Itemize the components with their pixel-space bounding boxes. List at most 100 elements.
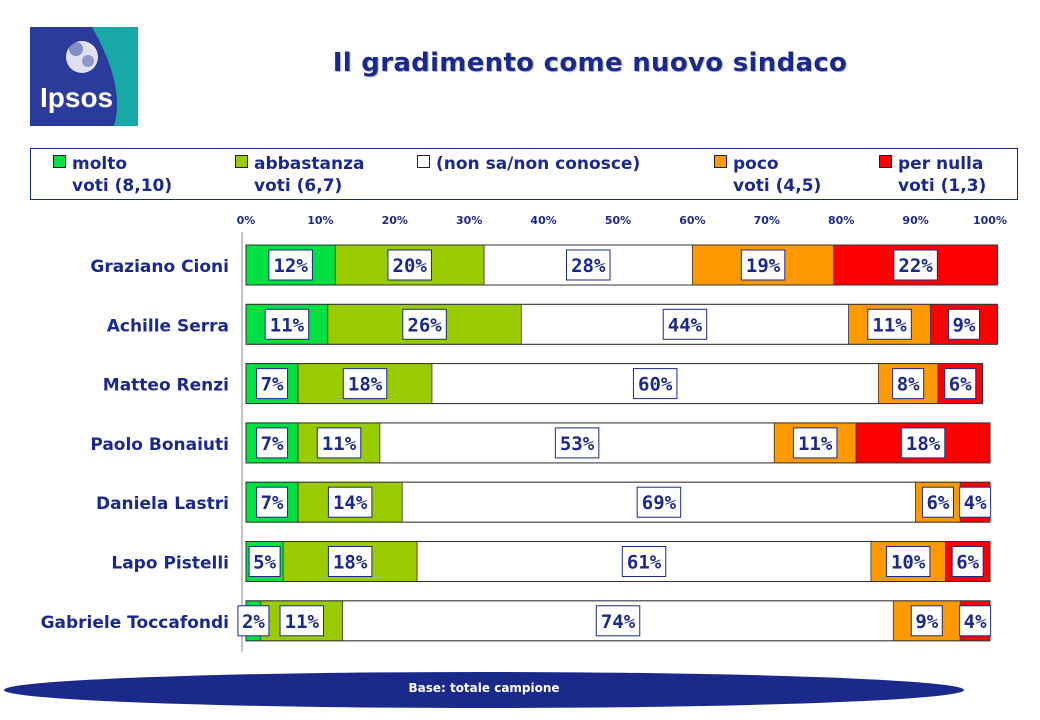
x-tick-label: 100% bbox=[973, 214, 1007, 227]
data-label-box bbox=[565, 249, 611, 281]
data-label: 11% bbox=[798, 433, 833, 455]
data-label-box bbox=[959, 486, 992, 518]
legend-swatch-abbastanza bbox=[235, 155, 248, 168]
data-label: 7% bbox=[261, 492, 284, 514]
legend-label-molto: molto bbox=[72, 154, 128, 174]
x-tick-label: 10% bbox=[307, 214, 333, 227]
data-label: 11% bbox=[322, 433, 357, 455]
data-label: 4% bbox=[964, 492, 987, 514]
legend-item-molto: molto voti (8,10) bbox=[53, 153, 172, 197]
bar-outline bbox=[245, 244, 998, 286]
data-label-box bbox=[256, 427, 289, 459]
data-label: 11% bbox=[872, 314, 907, 336]
category-label: Graziano Cioni bbox=[90, 257, 229, 277]
stacked-bar-chart: 0% 10% 20% 30% 40% 50% 60% 70% 80% 90% 100% Grazian… bbox=[41, 214, 1007, 652]
data-label-box bbox=[248, 546, 281, 577]
data-label-box bbox=[327, 486, 373, 518]
data-label: 5% bbox=[253, 552, 276, 574]
bar-outline bbox=[245, 422, 991, 464]
x-tick-label: 30% bbox=[456, 214, 482, 227]
legend-label-per-nulla: per nulla bbox=[898, 154, 984, 174]
data-label-box bbox=[237, 605, 270, 637]
bar-outline bbox=[245, 363, 984, 405]
data-label: 14% bbox=[333, 492, 368, 514]
data-label: 18% bbox=[333, 552, 368, 574]
category-label: Daniela Lastri bbox=[96, 494, 229, 514]
data-label-box bbox=[921, 486, 954, 518]
legend-label-poco: poco bbox=[733, 154, 779, 174]
data-label-box bbox=[268, 249, 313, 281]
data-label: 18% bbox=[906, 433, 941, 455]
legend-sublabel-molto: voti (8,10) bbox=[72, 176, 173, 196]
data-label: 20% bbox=[393, 255, 428, 277]
data-label: 60% bbox=[638, 374, 673, 396]
x-tick-label: 60% bbox=[679, 214, 705, 227]
data-label: 4% bbox=[964, 611, 987, 633]
data-label: 6% bbox=[956, 552, 979, 574]
legend-item-non-sa: (non sa/non conosce) bbox=[417, 153, 640, 175]
legend-swatch-molto bbox=[53, 155, 66, 168]
data-label-box bbox=[256, 486, 289, 518]
category-label: Paolo Bonaiuti bbox=[90, 435, 229, 455]
data-label: 9% bbox=[953, 314, 976, 336]
data-label: 28% bbox=[571, 255, 606, 277]
category-label: Achille Serra bbox=[107, 316, 229, 336]
data-label-box bbox=[944, 368, 977, 400]
data-label: 2% bbox=[242, 611, 265, 633]
data-label-box bbox=[910, 605, 943, 637]
data-label: 18% bbox=[348, 374, 383, 396]
data-label-box bbox=[636, 486, 682, 518]
x-tick-label: 90% bbox=[902, 214, 928, 227]
legend-item-per-nulla: per nulla voti (1,3) bbox=[879, 153, 986, 197]
bar-outline bbox=[245, 541, 991, 582]
x-tick-label: 50% bbox=[605, 214, 631, 227]
legend-label-abbastanza: abbastanza bbox=[254, 154, 365, 174]
data-label-box bbox=[264, 308, 310, 340]
bar-outline bbox=[245, 303, 998, 345]
legend-swatch-poco bbox=[714, 155, 727, 168]
data-label-box bbox=[387, 249, 432, 281]
data-label: 8% bbox=[897, 374, 920, 396]
data-label-box bbox=[900, 427, 946, 459]
data-label-box bbox=[885, 546, 931, 577]
data-label-box bbox=[621, 546, 667, 577]
legend-item-abbastanza: abbastanza voti (6,7) bbox=[235, 153, 364, 197]
chart-legend: molto voti (8,10) abbastanza voti (6,7) … bbox=[30, 148, 1018, 200]
data-label: 9% bbox=[915, 611, 938, 633]
data-label: 12% bbox=[273, 255, 308, 277]
data-label: 26% bbox=[407, 314, 442, 336]
footer-banner bbox=[4, 672, 964, 708]
data-label: 7% bbox=[261, 374, 284, 396]
data-label: 11% bbox=[285, 611, 320, 633]
data-label-box bbox=[893, 249, 938, 281]
legend-label-non-sa: (non sa/non conosce) bbox=[436, 154, 641, 174]
data-label-box bbox=[959, 605, 992, 637]
data-label: 11% bbox=[270, 314, 305, 336]
data-label-box bbox=[632, 368, 678, 400]
data-label-box bbox=[947, 308, 980, 340]
x-tick-label: 20% bbox=[382, 214, 408, 227]
data-label: 10% bbox=[891, 552, 926, 574]
legend-sublabel-per-nulla: voti (1,3) bbox=[898, 176, 987, 196]
x-tick-label: 70% bbox=[754, 214, 780, 227]
data-label: 69% bbox=[642, 492, 677, 514]
data-label-box bbox=[951, 546, 984, 577]
data-label: 22% bbox=[898, 255, 933, 277]
data-label-box bbox=[662, 308, 708, 340]
data-label-box bbox=[595, 605, 641, 637]
legend-sublabel-abbastanza: voti (6,7) bbox=[254, 176, 343, 196]
data-label-box bbox=[867, 308, 912, 340]
x-tick-label: 80% bbox=[828, 214, 854, 227]
data-label-box bbox=[402, 308, 447, 340]
data-label: 74% bbox=[601, 611, 636, 633]
x-tick-label: 0% bbox=[237, 214, 256, 227]
data-label: 53% bbox=[560, 433, 595, 455]
data-label: 6% bbox=[926, 492, 949, 514]
category-label: Matteo Renzi bbox=[103, 376, 229, 396]
data-label-box bbox=[892, 368, 925, 400]
legend-sublabel-poco: voti (4,5) bbox=[733, 176, 822, 196]
footer-base-note: Base: totale campione bbox=[408, 681, 560, 695]
data-label: 7% bbox=[261, 433, 284, 455]
page-title: Il gradimento come nuovo sindaco bbox=[332, 48, 848, 78]
data-label: 6% bbox=[949, 374, 972, 396]
